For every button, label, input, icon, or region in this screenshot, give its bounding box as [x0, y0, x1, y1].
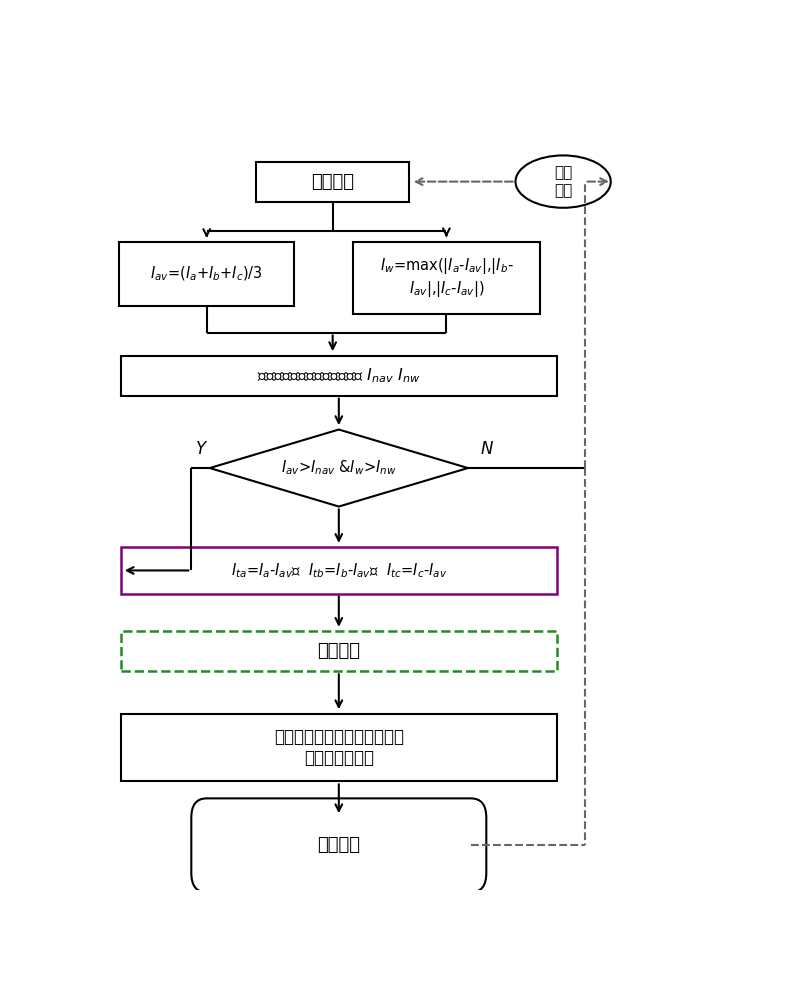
FancyBboxPatch shape	[121, 356, 557, 396]
Text: 控制策略: 控制策略	[317, 642, 360, 660]
Text: 定时
等待: 定时 等待	[554, 165, 573, 198]
Text: 通过变压器容量和负载率计算 $I_{nav}$ $I_{nw}$: 通过变压器容量和负载率计算 $I_{nav}$ $I_{nw}$	[257, 366, 420, 385]
Text: 控制输出: 控制输出	[317, 836, 360, 854]
Text: $I_w$=max(|$I_a$-$I_{av}$|,|$I_b$-
$I_{av}$|,|$I_c$-$I_{av}$|): $I_w$=max(|$I_a$-$I_{av}$|,|$I_b$- $I_{a…	[380, 256, 513, 299]
FancyBboxPatch shape	[119, 242, 294, 306]
Polygon shape	[210, 430, 468, 507]
Text: Y: Y	[195, 440, 205, 458]
FancyBboxPatch shape	[191, 798, 486, 892]
FancyBboxPatch shape	[121, 631, 557, 671]
Text: $I_{av}$>$I_{nav}$ &$I_w$>$I_{nw}$: $I_{av}$>$I_{nav}$ &$I_w$>$I_{nw}$	[281, 459, 396, 477]
FancyBboxPatch shape	[121, 714, 557, 781]
FancyBboxPatch shape	[121, 547, 557, 594]
Text: N: N	[480, 440, 492, 458]
Text: $I_{av}$=($I_a$+$I_b$+$I_c$)/3: $I_{av}$=($I_a$+$I_b$+$I_c$)/3	[150, 265, 263, 283]
Text: $I_{ta}$=$I_a$-$I_{av}$，  $I_{tb}$=$I_b$-$I_{av}$，  $I_{tc}$=$I_c$-$I_{av}$: $I_{ta}$=$I_a$-$I_{av}$， $I_{tb}$=$I_b$-…	[231, 561, 447, 580]
FancyBboxPatch shape	[256, 162, 409, 202]
FancyBboxPatch shape	[353, 242, 540, 314]
Text: 开始处理: 开始处理	[311, 173, 354, 191]
Text: 确定需要动作换相开关组合及
其负荷转移方向: 确定需要动作换相开关组合及 其负荷转移方向	[274, 728, 404, 767]
Ellipse shape	[515, 155, 611, 208]
